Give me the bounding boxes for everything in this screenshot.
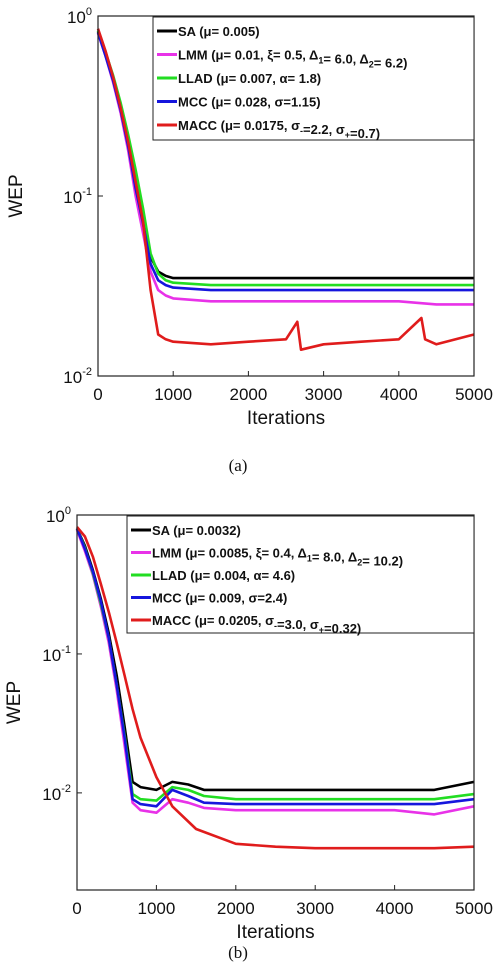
x-tick-label: 0 bbox=[72, 899, 81, 918]
x-axis-label: Iterations bbox=[236, 922, 314, 943]
x-tick-label: 4000 bbox=[376, 899, 414, 918]
x-tick-label: 1000 bbox=[154, 385, 192, 404]
legend-box bbox=[126, 515, 475, 634]
x-axis-label: Iterations bbox=[247, 408, 325, 429]
legend-entry-llad: LLAD (μ= 0.007, α= 1.8) bbox=[178, 71, 321, 86]
y-tick-label: 10-1 bbox=[42, 644, 71, 665]
series-line-macc bbox=[76, 526, 475, 850]
legend-entry-sa: SA (μ= 0.005) bbox=[178, 24, 260, 39]
caption-a: (a) bbox=[229, 456, 248, 475]
chart-panel-a: 0 1000 2000 3000 4000 5000 100 10-1 10-2 Iteratio… bbox=[6, 6, 493, 429]
x-tick-label: 3000 bbox=[305, 385, 343, 404]
x-tick-label: 4000 bbox=[380, 385, 418, 404]
legend-entry-macc: MACC (μ= 0.0175, σ-=2.2, σ+=0.7) bbox=[178, 118, 380, 141]
y-tick-label: 10-2 bbox=[63, 366, 92, 387]
legend: SA (μ= 0.0032) LMM (μ= 0.0085, ξ= 0.4, Δ1… bbox=[126, 515, 475, 636]
legend-entry-lmm: LMM (μ= 0.01, ξ= 0.5, Δ1= 6.0, Δ2= 6.2) bbox=[178, 48, 407, 71]
legend-entry-lmm: LMM (μ= 0.0085, ξ= 0.4, Δ1= 8.0, Δ2= 10.… bbox=[152, 546, 403, 569]
caption-b: (b) bbox=[228, 943, 248, 962]
legend-entry-llad: LLAD (μ= 0.004, α= 4.6) bbox=[152, 568, 295, 583]
y-axis-label: WEP bbox=[6, 174, 27, 217]
x-tick-label: 2000 bbox=[217, 899, 255, 918]
legend-entry-mcc: MCC (μ= 0.028, σ=1.15) bbox=[178, 95, 321, 110]
legend: SA (μ= 0.005) LMM (μ= 0.01, ξ= 0.5, Δ1= 6… bbox=[152, 16, 475, 141]
x-tick-label: 5000 bbox=[455, 899, 493, 918]
chart-panel-b: 0 1000 2000 3000 4000 5000 100 10-1 10-2 Iteratio… bbox=[4, 505, 493, 943]
y-tick-label: 10-2 bbox=[42, 783, 71, 804]
legend-entry-macc: MACC (μ= 0.0205, σ-=3.0, σ+=0.32) bbox=[152, 613, 361, 636]
x-tick-label: 0 bbox=[93, 385, 102, 404]
legend-entry-mcc: MCC (μ= 0.009, σ=2.4) bbox=[152, 591, 287, 606]
x-tick-label: 3000 bbox=[296, 899, 334, 918]
x-tick-label: 1000 bbox=[137, 899, 175, 918]
legend-box bbox=[152, 16, 475, 141]
y-axis-label: WEP bbox=[4, 681, 25, 724]
x-tick-label: 2000 bbox=[229, 385, 267, 404]
series-line-mcc bbox=[75, 528, 475, 808]
y-tick-label: 100 bbox=[67, 6, 92, 27]
series-line-macc bbox=[96, 28, 475, 351]
axes-box bbox=[76, 514, 475, 891]
x-tick-label: 5000 bbox=[455, 385, 493, 404]
y-tick-label: 10-1 bbox=[63, 186, 92, 207]
y-tick-label: 100 bbox=[46, 505, 71, 526]
legend-entry-sa: SA (μ= 0.0032) bbox=[152, 523, 241, 538]
